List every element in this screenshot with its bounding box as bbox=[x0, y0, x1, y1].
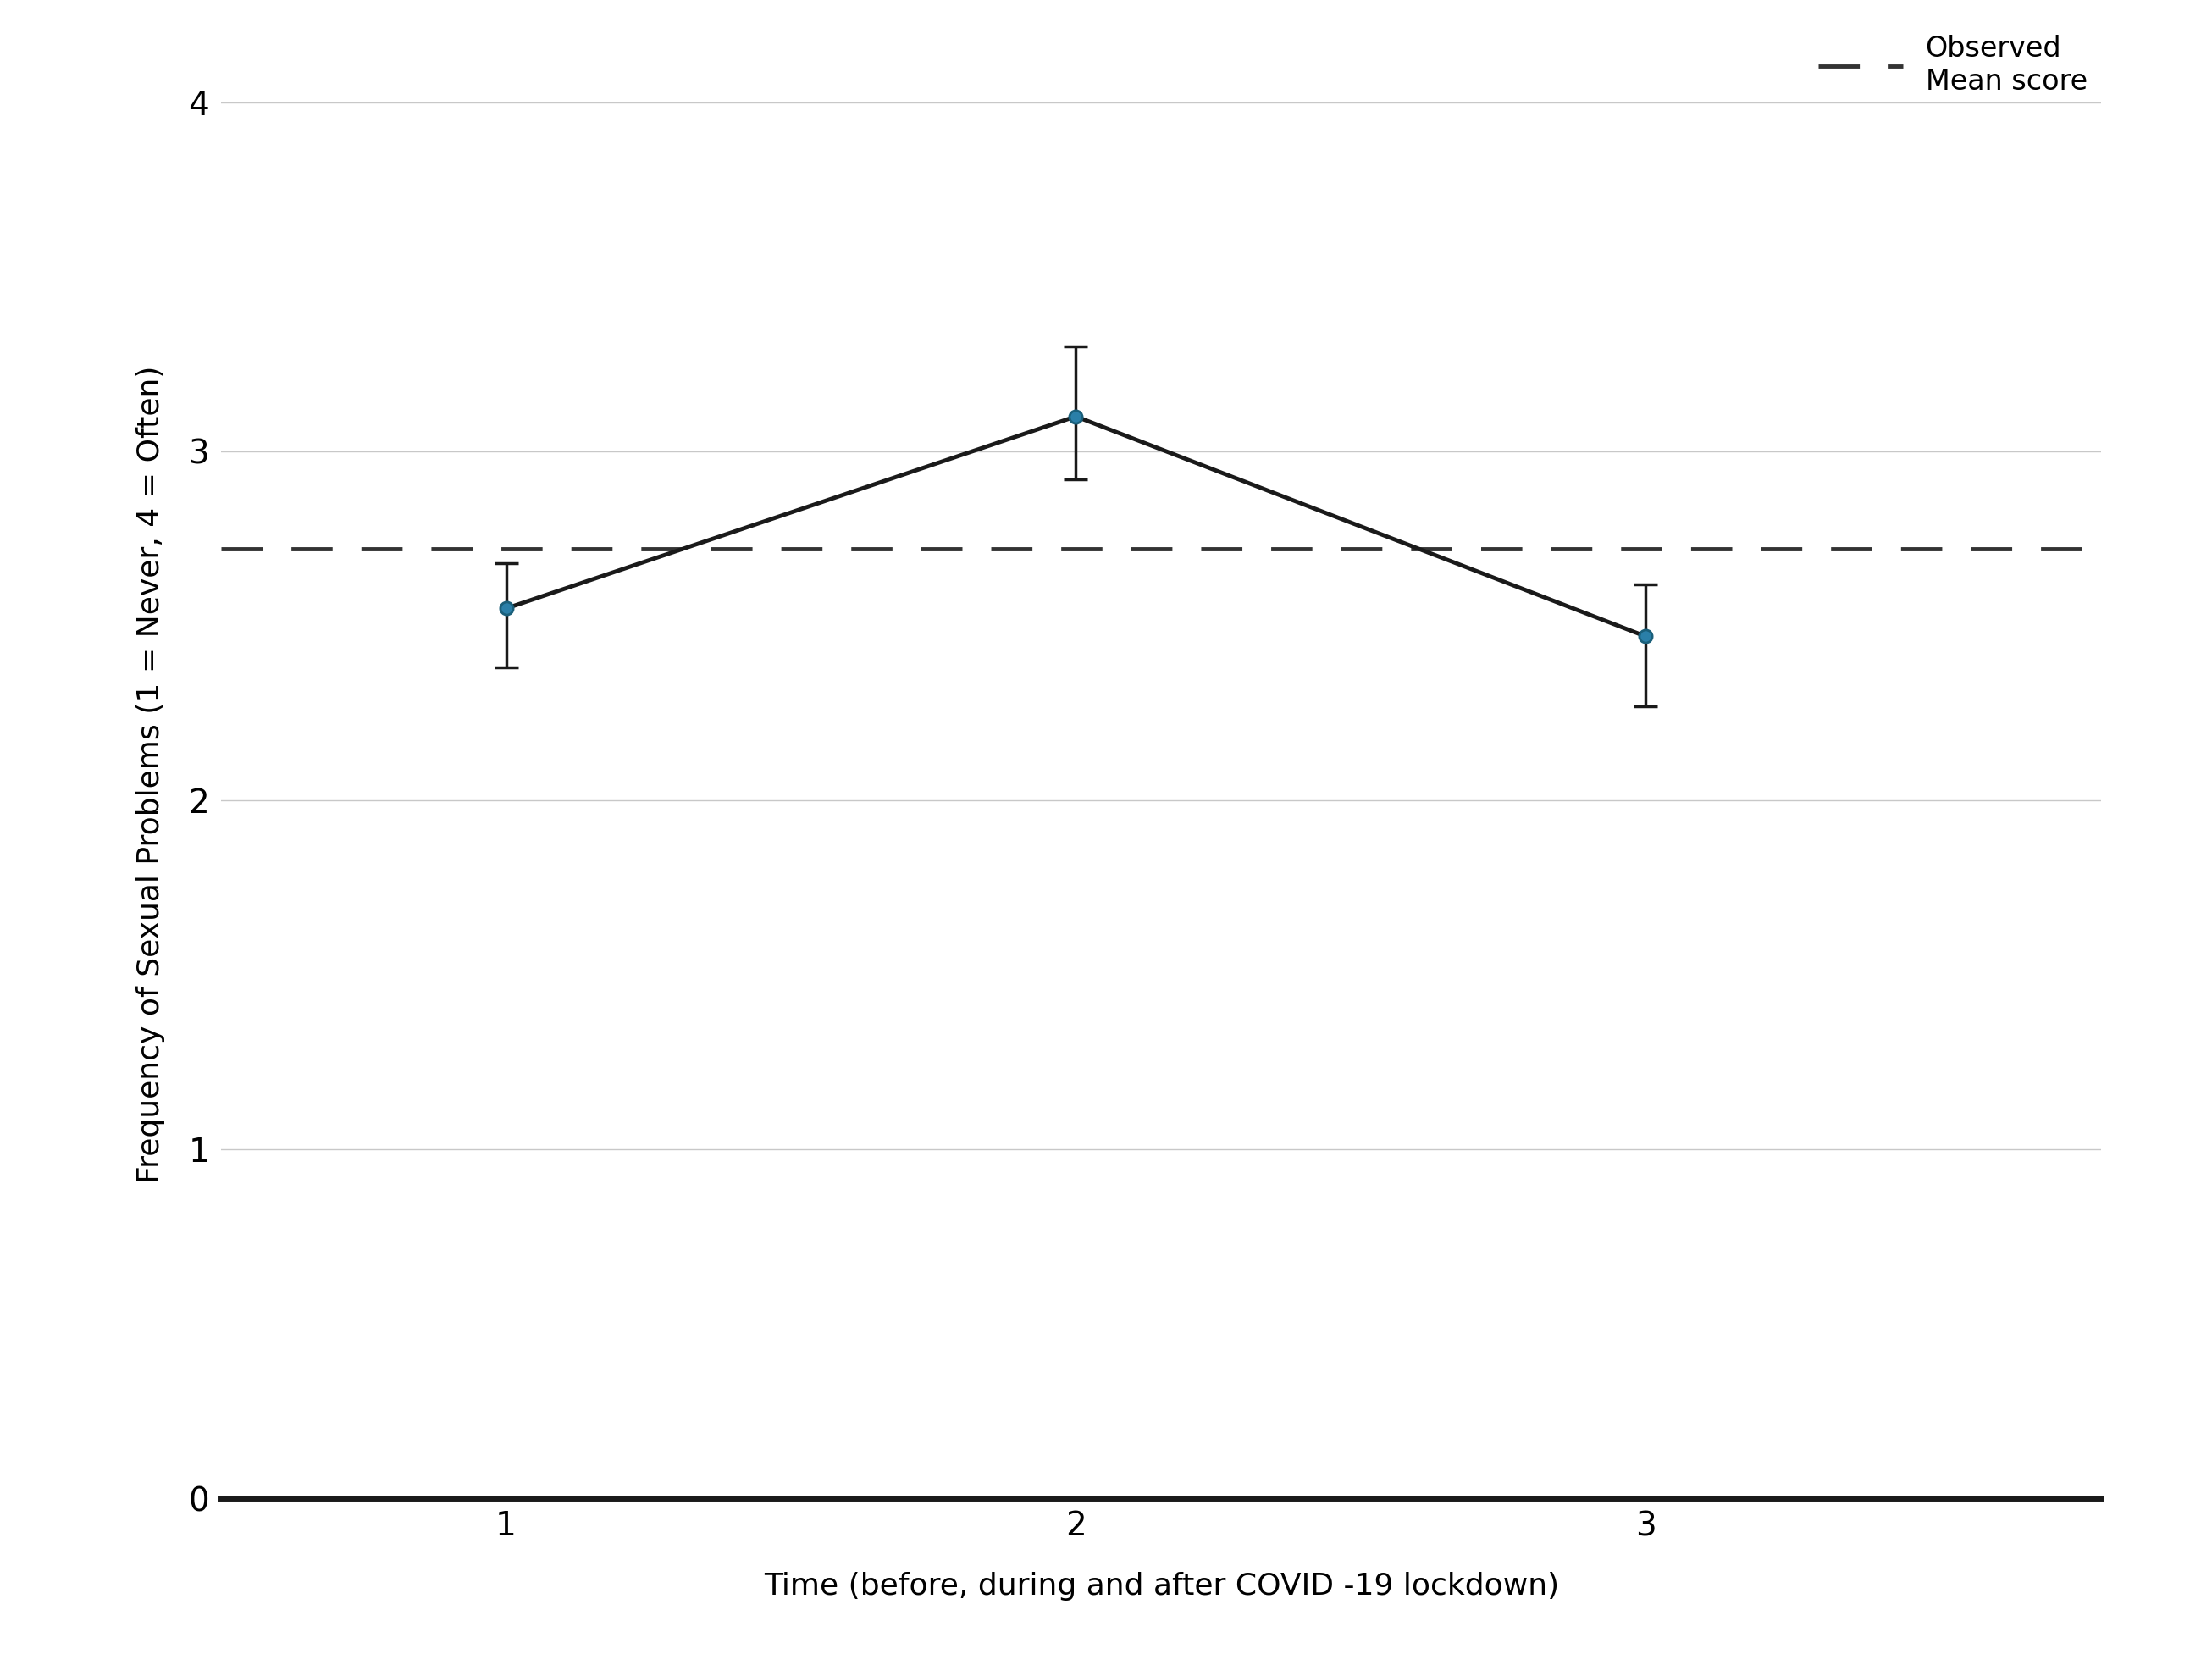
Y-axis label: Frequency of Sexual Problems (1 = Never, 4 = Often): Frequency of Sexual Problems (1 = Never,… bbox=[137, 365, 166, 1184]
X-axis label: Time (before, during and after COVID -19 lockdown): Time (before, during and after COVID -19… bbox=[763, 1572, 1559, 1600]
Point bbox=[1057, 403, 1093, 430]
Point bbox=[489, 594, 524, 621]
Legend: Observed
Mean score: Observed Mean score bbox=[1818, 35, 2088, 95]
Point bbox=[1628, 623, 1663, 649]
